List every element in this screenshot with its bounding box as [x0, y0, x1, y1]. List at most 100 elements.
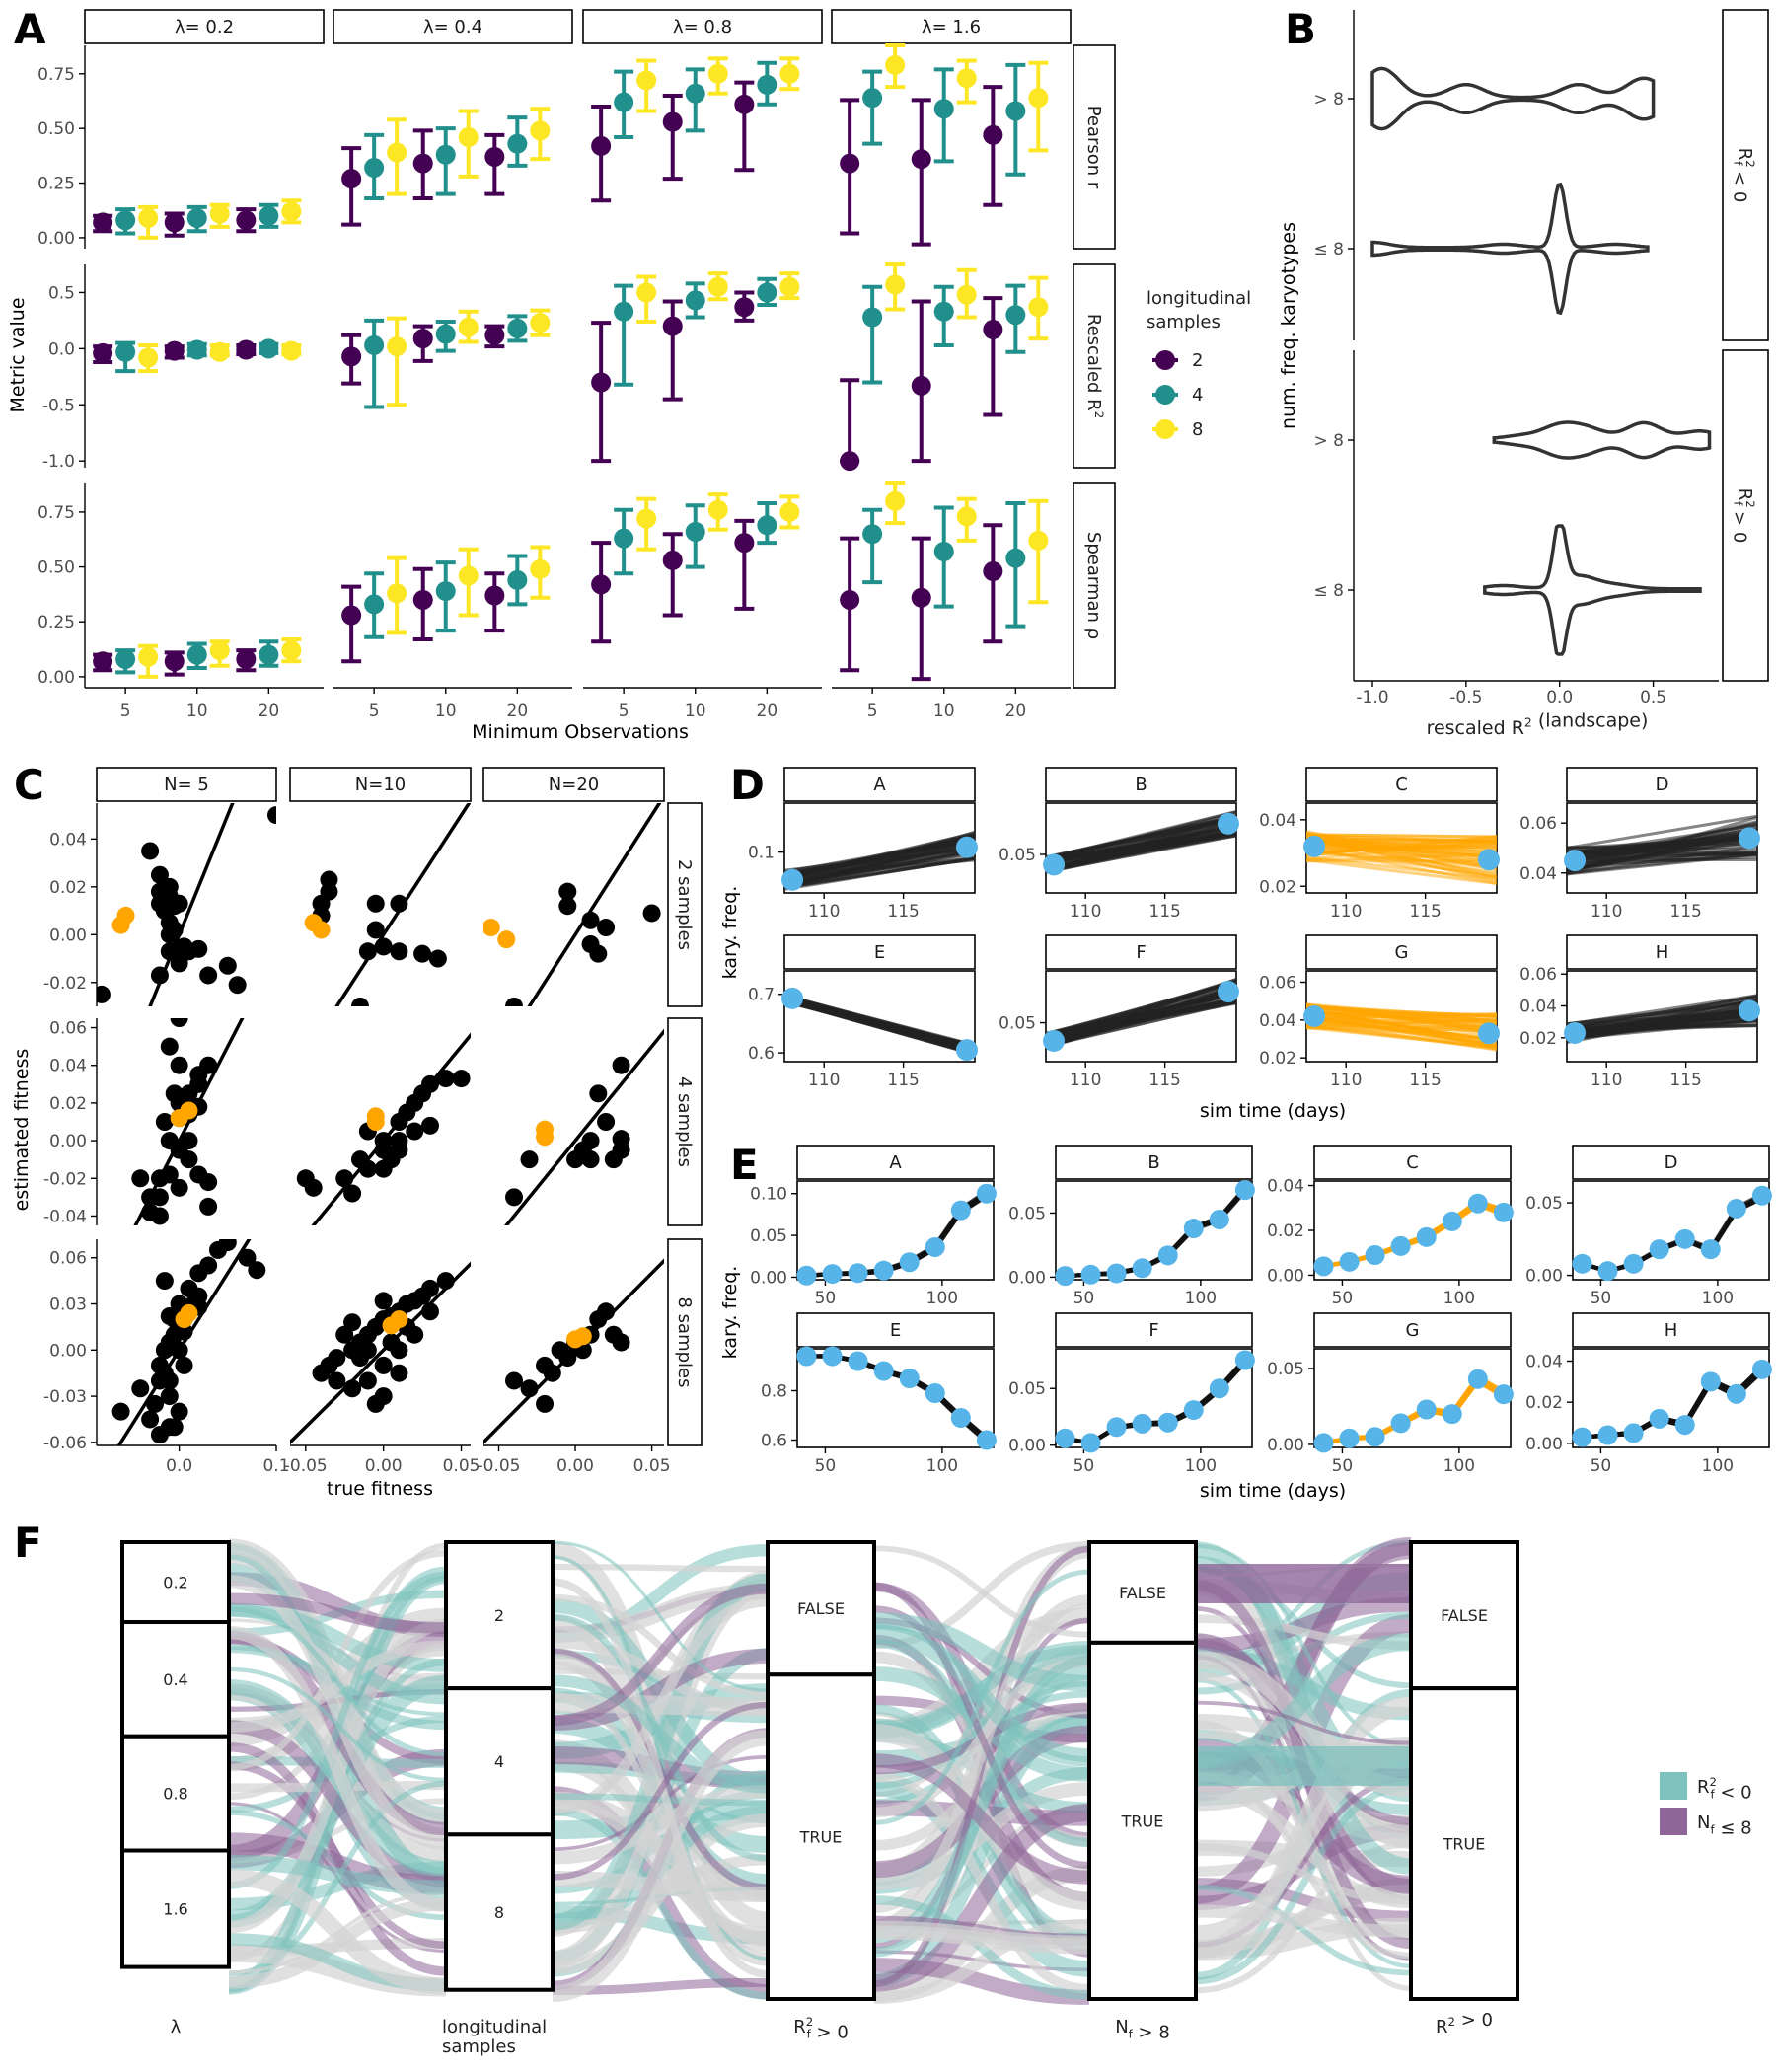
panel-c-fitness-scatter: N= 5 N=10 N=20 2 samples 4 samples 8 samples -… [11, 767, 703, 1500]
c-point [374, 937, 393, 956]
c-xtick-label: 0.00 [365, 1456, 403, 1476]
d-sample-line [1567, 1019, 1757, 1041]
c-point [155, 892, 174, 911]
e-xtick-label: 100 [926, 1456, 958, 1476]
c-cell-0-2 [483, 803, 662, 1006]
f-flow-teal [1195, 1885, 1412, 1976]
d-obs-point [1217, 981, 1239, 1003]
c-point [589, 944, 608, 963]
e-sample-curve [806, 1354, 989, 1443]
e-strip-D-label: D [1665, 1152, 1678, 1173]
a-point-2 [734, 533, 755, 554]
c-point [160, 925, 179, 944]
f-stratum-box [120, 1540, 231, 1625]
e-strip-F-box [1055, 1312, 1253, 1348]
e-sample-curve [1065, 1361, 1247, 1445]
c-point [238, 1248, 257, 1267]
d-sample-line [1567, 994, 1757, 1036]
e-obs-point [1700, 1371, 1721, 1392]
c-ytick-label: 0.02 [49, 878, 87, 898]
e-obs-point [1390, 1413, 1411, 1434]
c-point [160, 1418, 179, 1437]
a-strip-col-1-box [333, 9, 573, 44]
d-xtick-label: 115 [887, 1071, 919, 1090]
e-obs-point [1313, 1433, 1334, 1453]
e-obs-point [1467, 1369, 1488, 1389]
c-point [228, 976, 247, 995]
c-point [155, 1113, 174, 1131]
c-strip-col-0-box [96, 767, 277, 802]
c-point [328, 1371, 346, 1390]
d-lines-D [1567, 814, 1757, 876]
d-strip-G-box [1305, 934, 1498, 970]
e-obs-point [848, 1351, 868, 1371]
d-sample-line [1567, 994, 1757, 1026]
a-point-4 [259, 644, 279, 665]
a-ytick-label: 0.75 [37, 503, 75, 523]
e-sample-curve [1065, 1188, 1247, 1279]
panel-label-b: B [1285, 5, 1316, 53]
d-obs-point [1564, 850, 1587, 872]
a-point-8 [530, 558, 551, 579]
e-strip-H-box [1572, 1312, 1770, 1348]
a-point-4 [757, 515, 777, 536]
d-ytick-label: 0.05 [999, 846, 1036, 865]
a-point-4 [259, 205, 279, 226]
f-flow-teal [228, 1571, 447, 1889]
c-identity-line [527, 803, 662, 1006]
a-point-4 [435, 324, 456, 344]
d-obs-point [1564, 1021, 1587, 1044]
d-strip-D-box [1566, 767, 1758, 802]
c-ytick-label: 0.00 [49, 925, 87, 945]
a-point-8 [209, 203, 230, 224]
a-point-8 [138, 207, 159, 228]
e-strip-B-box [1055, 1145, 1253, 1180]
c-identity-line [334, 803, 471, 1006]
c-point [175, 1356, 193, 1374]
c-cell-2-2 [483, 1258, 664, 1445]
e-strip-B-label: B [1147, 1152, 1159, 1173]
e-ytick-label: 0.10 [750, 1185, 787, 1205]
c-point-orange [573, 1327, 592, 1346]
c-point [436, 1272, 455, 1291]
c-point [267, 806, 276, 825]
a-xtick-label: 20 [757, 702, 778, 721]
d-obs-point [1217, 812, 1239, 835]
e-obs-point [1106, 1417, 1127, 1438]
e-ytick-label: 0.04 [1525, 1353, 1563, 1372]
e-xtick-label: 100 [1185, 1456, 1217, 1476]
a-ytick-label: 0.50 [37, 558, 75, 578]
a-ytick-label: 0.50 [37, 119, 75, 139]
a-point-4 [364, 594, 385, 615]
a-point-4 [614, 92, 634, 112]
c-point [452, 1070, 471, 1088]
d-lines-A [784, 830, 975, 891]
f-legend-key [1660, 1808, 1687, 1835]
d-ytick-label: 0.6 [748, 1044, 775, 1064]
e-sample-curve [1065, 1361, 1247, 1445]
e-obs-point [1572, 1253, 1592, 1274]
e-obs-point [925, 1383, 945, 1403]
f-axis-label: Nf > 8 [1115, 2017, 1170, 2042]
f-stratum-box [766, 1672, 876, 2002]
d-xlabel: sim time (days) [1200, 1100, 1346, 1122]
f-flow-grey [552, 1563, 769, 1573]
d-sample-line [1567, 823, 1757, 855]
e-obs-point [1751, 1359, 1772, 1379]
c-point [358, 1371, 377, 1390]
c-ytick-label: 0.06 [49, 1019, 87, 1039]
c-ytick-label: -0.02 [43, 1169, 87, 1189]
c-point [160, 1371, 179, 1390]
d-ytick-label: 0.06 [1519, 814, 1557, 834]
e-obs-point [1572, 1427, 1592, 1447]
e-strip-E-box [796, 1312, 995, 1348]
f-flow-grey [873, 1920, 1090, 1955]
c-point [199, 1197, 218, 1216]
d-obs-point [1477, 1022, 1500, 1045]
f-flow-teal [228, 1666, 447, 1783]
e-obs-point [1183, 1400, 1204, 1421]
f-flow-grey [228, 1897, 447, 1989]
a-point-2 [484, 585, 505, 606]
c-point [218, 1239, 237, 1252]
d-xtick-label: 115 [1148, 902, 1180, 922]
